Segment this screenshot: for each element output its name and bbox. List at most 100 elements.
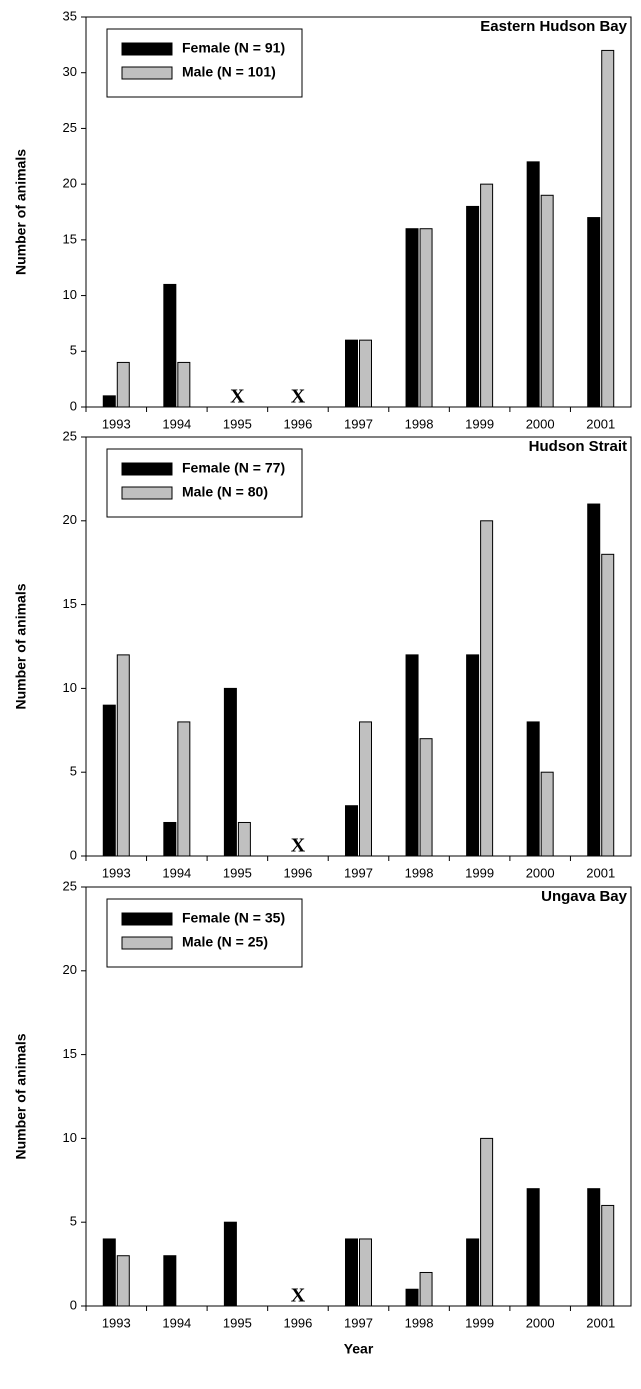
x-tick-label: 1996: [283, 416, 312, 431]
y-tick-label: 0: [70, 1297, 77, 1312]
bar: [345, 1238, 358, 1307]
x-tick-label: 1996: [283, 865, 312, 880]
y-tick-label: 5: [70, 764, 77, 779]
x-tick-label: 1995: [223, 416, 252, 431]
x-tick-label: 1998: [405, 1315, 434, 1330]
bar: [601, 553, 615, 857]
y-axis-label: Number of animals: [13, 1033, 29, 1159]
x-tick-label: 1993: [102, 1315, 131, 1330]
bar: [466, 1238, 480, 1307]
bar: [466, 654, 480, 857]
y-tick-label: 15: [63, 1046, 77, 1061]
x-tick-label: 1999: [465, 416, 494, 431]
missing-marker: X: [291, 386, 306, 408]
bar: [540, 194, 554, 408]
legend-box: [106, 898, 303, 968]
x-tick-label: 1993: [102, 416, 131, 431]
y-tick-label: 20: [63, 512, 77, 527]
bar: [116, 1255, 130, 1307]
y-tick-label: 0: [70, 847, 77, 862]
bar: [237, 821, 251, 857]
y-tick-label: 15: [63, 596, 77, 611]
y-tick-label: 15: [63, 231, 77, 246]
bar: [526, 161, 540, 408]
x-tick-label: 1997: [344, 865, 373, 880]
bar: [480, 520, 494, 857]
x-tick-label: 2001: [586, 865, 615, 880]
legend-swatch: [121, 66, 173, 80]
bar: [526, 721, 540, 857]
bar: [419, 228, 433, 408]
missing-marker: X: [291, 835, 306, 857]
y-tick-label: 20: [63, 962, 77, 977]
bar: [359, 721, 372, 857]
legend-label: Female (N = 91): [182, 40, 285, 56]
bar: [540, 771, 554, 857]
x-tick-label: 2001: [586, 1315, 615, 1330]
x-tick-label: 2000: [526, 416, 555, 431]
y-tick-label: 25: [63, 120, 77, 135]
y-tick-label: 25: [63, 878, 77, 893]
y-tick-label: 0: [70, 398, 77, 413]
x-tick-label: 1998: [405, 865, 434, 880]
bar: [405, 228, 419, 408]
y-axis-label: Number of animals: [13, 149, 29, 275]
x-tick-label: 1998: [405, 416, 434, 431]
x-tick-label: 1995: [223, 1315, 252, 1330]
x-tick-label: 1995: [223, 865, 252, 880]
bar: [223, 1221, 237, 1307]
x-tick-label: 1994: [162, 416, 191, 431]
bar: [359, 339, 372, 408]
y-tick-label: 20: [63, 176, 77, 191]
bar: [177, 721, 191, 857]
y-tick-label: 10: [63, 287, 77, 302]
bar: [587, 503, 601, 857]
legend-box: [106, 28, 303, 98]
legend-swatch: [121, 486, 173, 500]
legend-label: Male (N = 80): [182, 484, 268, 500]
bar: [601, 1204, 615, 1307]
plot-frame: [85, 886, 632, 1307]
x-axis-label: Year: [344, 1341, 374, 1357]
bar: [419, 1271, 433, 1307]
bar: [163, 821, 177, 857]
bar: [480, 1137, 494, 1307]
bar: [359, 1238, 372, 1307]
bar: [480, 183, 494, 408]
bar: [466, 205, 480, 408]
bar: [345, 339, 358, 408]
legend-box: [106, 448, 303, 518]
bar: [587, 1188, 601, 1307]
panel-title: Ungava Bay: [541, 888, 628, 905]
x-tick-label: 1996: [283, 1315, 312, 1330]
bar: [405, 1288, 419, 1307]
panel-title: Hudson Strait: [529, 438, 627, 455]
bar: [419, 738, 433, 857]
y-tick-label: 5: [70, 343, 77, 358]
x-tick-label: 1997: [344, 1315, 373, 1330]
bar: [526, 1188, 540, 1307]
bar: [177, 361, 191, 408]
bar: [163, 1255, 177, 1307]
panel-title: Eastern Hudson Bay: [480, 18, 627, 35]
legend-label: Male (N = 25): [182, 934, 268, 950]
bar: [405, 654, 419, 857]
bar: [116, 361, 130, 408]
x-tick-label: 1994: [162, 865, 191, 880]
x-tick-label: 1997: [344, 416, 373, 431]
y-tick-label: 25: [63, 428, 77, 443]
legend-label: Female (N = 35): [182, 910, 285, 926]
bar: [116, 654, 130, 857]
bar: [102, 395, 116, 408]
legend-swatch: [121, 462, 173, 476]
bar: [102, 1238, 116, 1307]
y-tick-label: 30: [63, 64, 77, 79]
bar: [163, 283, 177, 408]
y-axis-label: Number of animals: [13, 583, 29, 709]
x-tick-label: 1999: [465, 865, 494, 880]
missing-marker: X: [230, 386, 245, 408]
bar: [587, 217, 601, 408]
legend-swatch: [121, 42, 173, 56]
y-tick-label: 35: [63, 8, 77, 23]
